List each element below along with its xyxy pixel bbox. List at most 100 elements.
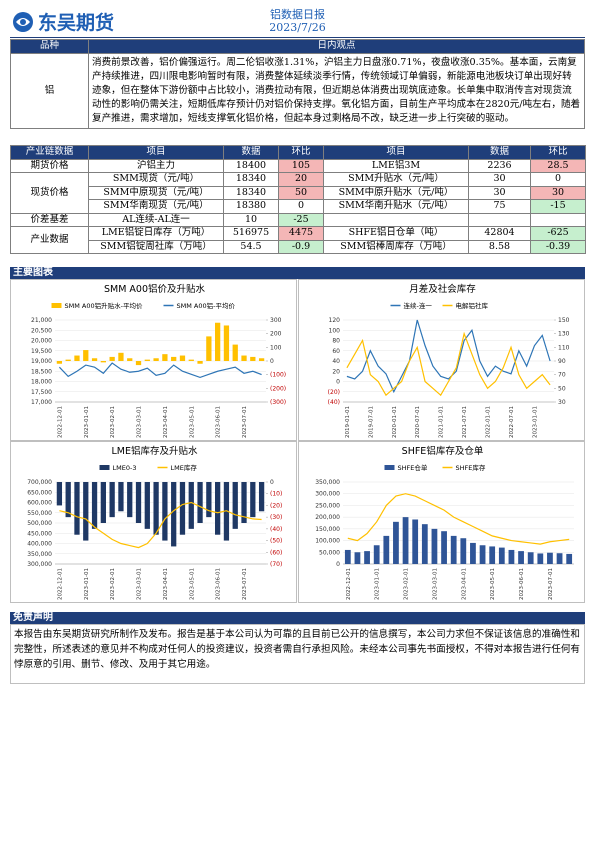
x-tick-label: 2023-06-01 [216,406,222,438]
header-cell: 数据 [468,145,531,160]
bar [383,535,390,564]
y-tick-label: 80 [332,338,340,345]
y-tick-label: 250,000 [315,502,340,509]
y-tick-label: 0 [336,379,340,386]
title: 铝数据日报 [270,8,325,21]
y-tick-label: 17,000 [31,399,52,406]
x-tick-label: 2021-01-01 [439,406,445,438]
legend-swatch [99,465,110,470]
x-tick-label: 2023-01-01 [84,568,90,600]
item-cell: SMM现货（元/吨） [88,172,224,187]
header: 东吴期货 铝数据日报 2023/7/26 [10,6,585,38]
y2-tick-label: 30 [558,399,566,406]
item-cell: SMM铝锭周社库（万吨） [88,239,224,254]
item-cell: SMM华南升贴水（元/吨） [323,199,469,214]
y2-tick-label: (200) [270,385,286,392]
bar [144,482,150,529]
line [346,319,551,394]
item-cell: LME铝锭日库存（万吨） [88,226,224,241]
change-cell: 4475 [278,226,324,241]
section-title: 免责声明 [10,612,585,624]
value-cell: 30 [468,172,531,187]
bar [215,482,221,535]
value-cell: 2236 [468,158,531,173]
y-tick-label: 18,500 [31,368,52,375]
y-tick-label: 450,000 [27,530,52,537]
bar [364,551,370,564]
bar [537,553,544,564]
empty-cell [530,212,586,227]
data-row: SMM中原现货（元/吨） 18340 50 SMM中原升贴水（元/吨） 30 30 [11,185,586,200]
bar [83,350,89,361]
group-cell: 产业数据 [10,226,89,254]
bar [241,355,247,361]
bar [344,549,351,564]
x-tick-label: 2023-03-01 [137,406,143,438]
x-tick-label: 2023-07-01 [242,406,248,438]
x-tick-label: 2020-07-01 [415,406,421,438]
x-tick-label: 2022-01-01 [486,406,492,438]
x-tick-label: 2023-02-01 [404,568,410,600]
legend-swatch [51,303,62,308]
value-cell: 54.5 [223,239,279,254]
y2-tick-label: (60) [270,549,282,556]
y-tick-label: 20,500 [31,327,52,334]
logo-icon [13,11,33,32]
y2-tick-label: 110 [558,344,570,351]
bar [188,359,194,361]
bar [188,482,194,529]
y-tick-label: 19,500 [31,348,52,355]
bar [109,356,115,361]
bar [179,355,186,361]
y2-tick-label: (50) [270,538,282,545]
value-cell: 10 [223,212,279,227]
y-tick-label: 100,000 [315,538,340,545]
bar [421,524,428,564]
header-cell: 数据 [223,145,279,160]
bar [144,359,150,361]
y2-tick-label: (300) [270,399,286,406]
line [59,501,262,549]
bar [412,519,419,564]
value-cell: 18340 [223,172,279,187]
data-row: SMM华南现货（元/吨） 18380 0 SMM华南升贴水（元/吨） 75 -15 [11,199,586,214]
x-tick-label: 2023-01-01 [375,568,381,600]
x-tick-label: 2023-04-01 [461,568,467,600]
legend-label: SMM A00铝升贴水-平均价 [65,301,143,310]
bar [250,482,256,518]
value-cell: 18380 [223,199,279,214]
chart: SHFE铝库存及仓单 SHFE仓单 SHFE库存 0 50,000 100,000 150,… [298,441,585,603]
y-tick-label: 350,000 [315,479,340,486]
item-cell: SMM华南现货（元/吨） [88,199,224,214]
bar [56,361,63,364]
bar [402,517,409,564]
y2-tick-label: (30) [270,514,282,521]
data-row: 产业数据 LME铝锭日库存（万吨） 516975 4475 SHFE铝日仓单（吨） 428… [10,226,586,254]
change-cell: 50 [278,185,324,200]
y-tick-label: 100 [329,327,341,334]
bar [450,535,457,564]
x-tick-label: 2019-07-01 [368,406,374,438]
legend-label: LME库存 [171,463,198,472]
bar [527,552,534,564]
change-cell: 105 [278,158,324,173]
legend-label: SHFE库存 [456,463,486,472]
data-row: SMM铝锭周社库（万吨） 54.5 -0.9 SMM铝棒周库存（万吨） 8.58 -0.3… [11,239,586,254]
bar [489,546,496,564]
value-cell: 8.58 [468,239,531,254]
x-tick-label: 2022-07-01 [509,406,515,438]
bar [441,531,447,564]
y2-tick-label: (40) [270,526,282,533]
x-tick-label: 2023-06-01 [519,568,525,600]
y2-tick-label: 90 [558,358,566,365]
data-row: 现货价格 SMM现货（元/吨） 18340 20 SMM升贴水（元/吨） 30 0 [10,172,586,214]
logo: 东吴期货 [12,8,114,35]
bar [479,545,486,564]
x-tick-label: 2019-01-01 [345,406,351,438]
empty-cell [323,212,469,227]
bar [241,482,247,523]
empty-cell [468,212,531,227]
bar [197,482,203,523]
x-tick-label: 2023-01-01 [532,406,538,438]
